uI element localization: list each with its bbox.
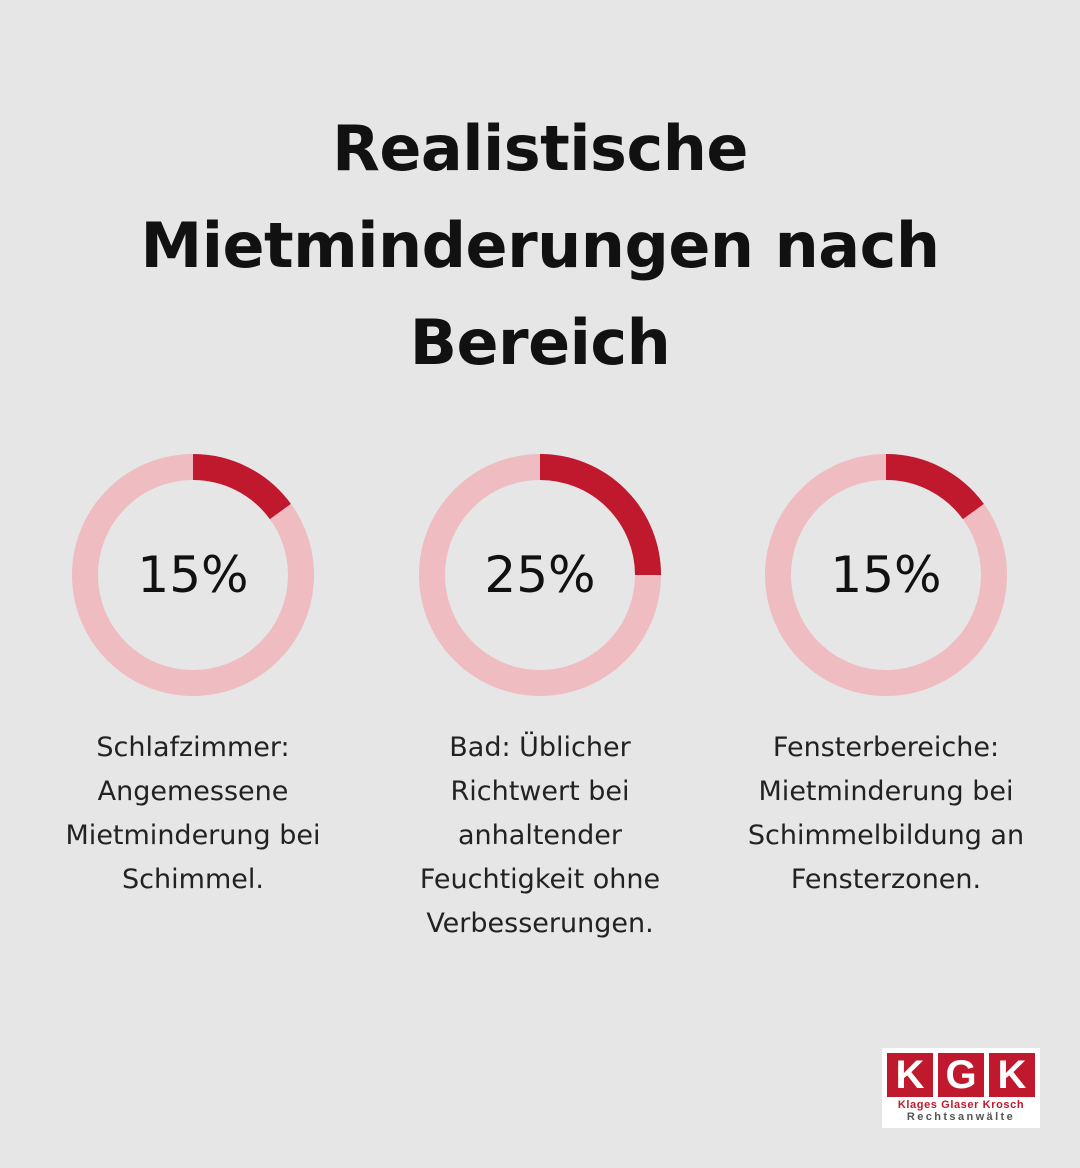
caption-line: Fensterbereiche: <box>772 732 1000 763</box>
donut-value-arc <box>539 454 661 576</box>
title-line: Mietminderungen nach <box>140 209 940 282</box>
title-line: Bereich <box>409 306 671 379</box>
caption-line: Richtwert bei <box>450 776 630 807</box>
caption-line: Schimmelbildung an <box>747 820 1025 851</box>
caption-line: Verbesserungen. <box>426 908 654 939</box>
card-caption: Bad: Üblicher Richtwert bei anhaltender … <box>390 726 690 946</box>
kgk-logo: K G K Klages Glaser Krosch Rechtsanwälte <box>882 1048 1040 1128</box>
title-line: Realistische <box>332 112 748 185</box>
percentage-label: 15% <box>137 546 249 604</box>
percentage-label: 15% <box>830 546 942 604</box>
page-title: Realistische Mietminderungen nach Bereic… <box>90 100 990 391</box>
caption-line: Schlafzimmer: <box>96 732 290 763</box>
caption-line: Feuchtigkeit ohne <box>419 864 661 895</box>
logo-letter: K <box>887 1053 933 1097</box>
logo-letter: G <box>938 1053 984 1097</box>
donut-chart <box>765 454 1007 696</box>
donut-value-arc <box>192 454 291 520</box>
caption-line: Mietminderung bei <box>758 776 1014 807</box>
caption-line: Mietminderung bei <box>65 820 321 851</box>
logo-subtitle: Rechtsanwälte <box>906 1111 1016 1123</box>
logo-letter: K <box>989 1053 1035 1097</box>
caption-line: Schimmel. <box>122 864 264 895</box>
caption-line: Bad: Üblicher <box>449 732 631 763</box>
card-caption: Schlafzimmer: Angemessene Mietminderung … <box>43 726 343 902</box>
card-caption: Fensterbereiche: Mietminderung bei Schim… <box>736 726 1036 902</box>
logo-names: Klages Glaser Krosch <box>897 1099 1025 1111</box>
logo-letter-blocks: K G K <box>887 1053 1035 1097</box>
donut-chart <box>419 454 661 696</box>
donut-chart <box>72 454 314 696</box>
percentage-label: 25% <box>484 546 596 604</box>
caption-line: anhaltender <box>458 820 622 851</box>
caption-line: Fensterzonen. <box>790 864 982 895</box>
caption-line: Angemessene <box>97 776 289 807</box>
donut-value-arc <box>885 454 984 520</box>
